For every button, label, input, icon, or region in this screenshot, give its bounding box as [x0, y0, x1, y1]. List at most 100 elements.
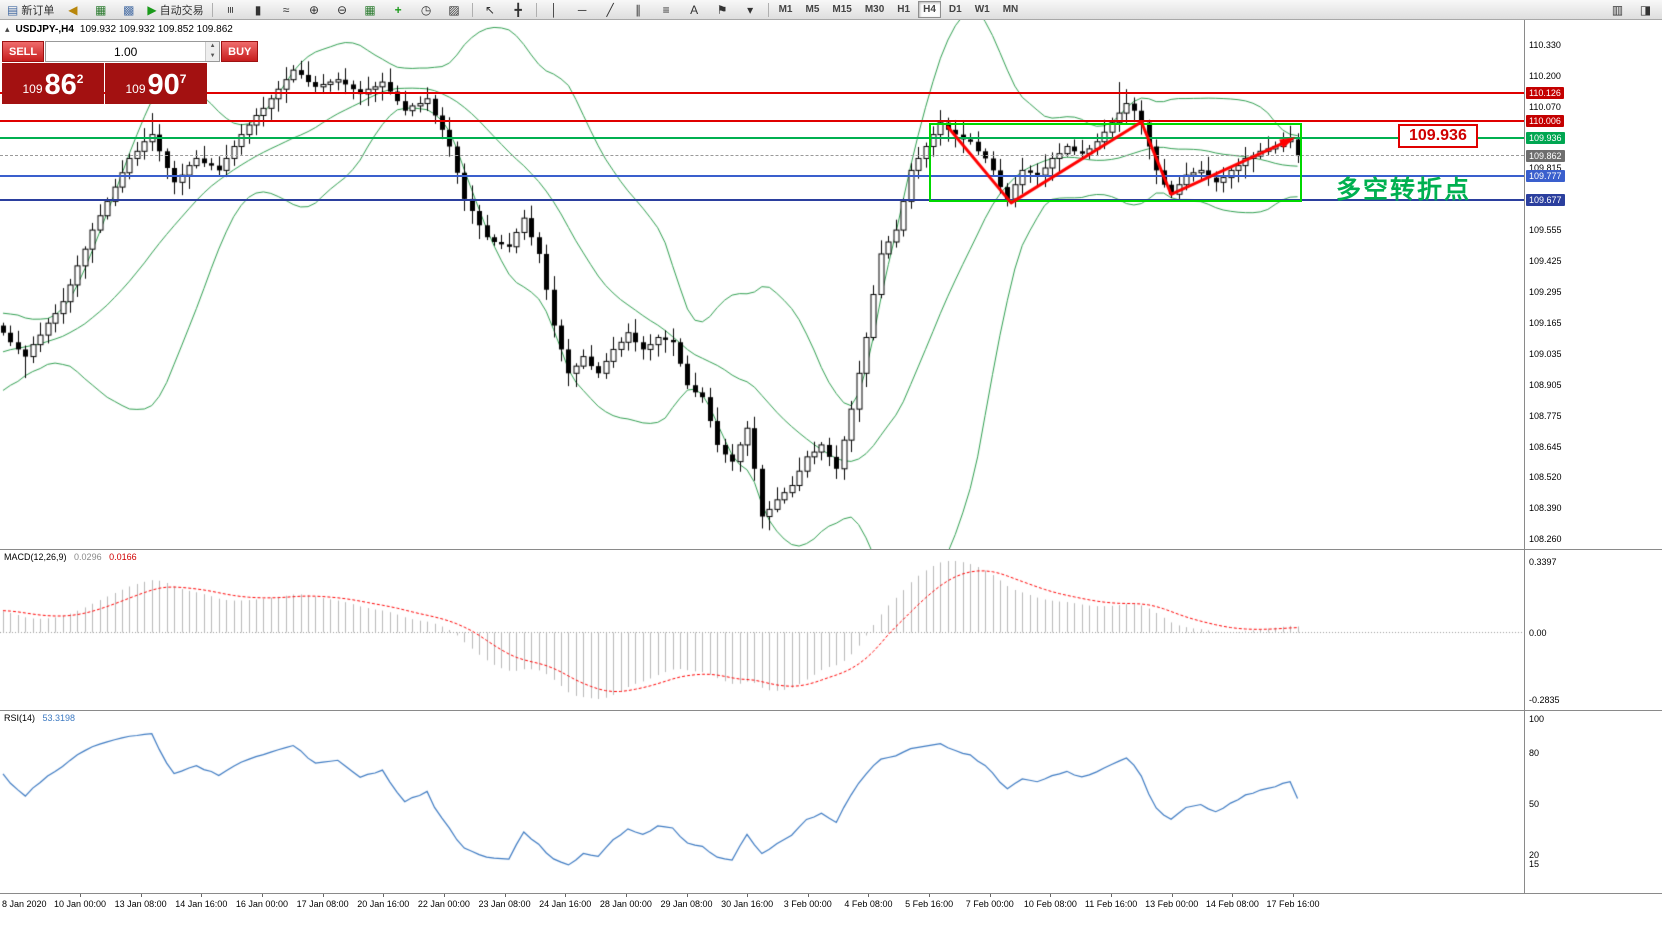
zoom-out-button[interactable]: ⊖ [329, 0, 356, 19]
new-order-button[interactable]: ▤ 新订单 [3, 0, 58, 19]
timeframe-h1-button[interactable]: H1 [897, 4, 911, 15]
time-axis[interactable]: 8 Jan 2020 10 Jan 00:00 13 Jan 08:00 14 Jan… [0, 894, 1662, 912]
vertical-line-button[interactable]: │ [541, 0, 568, 19]
timeframe-m30-button[interactable]: M30 [864, 4, 885, 15]
volume-arrows: ▲ ▼ [205, 42, 220, 61]
price-axis-label: 110.200 [1529, 70, 1561, 81]
time-axis-tick [1111, 894, 1113, 897]
time-axis-tick [80, 894, 81, 897]
rsi-axis-label: 15 [1529, 859, 1540, 869]
price-level-label: 109.677 [1526, 193, 1565, 206]
volume-up-arrow[interactable]: ▲ [206, 42, 220, 52]
timeframe-m1-button[interactable]: M1 [778, 4, 793, 15]
horizontal-line-icon: ─ [577, 2, 587, 17]
horizontal-levels-layer [0, 20, 1524, 549]
price-axis-label: 109.165 [1529, 317, 1562, 328]
time-axis-label: 7 Feb 00:00 [965, 899, 1014, 909]
toolbar-separator [767, 2, 769, 17]
sell-price-display[interactable]: 109 86 2 [2, 63, 104, 104]
time-axis-tick [383, 894, 385, 897]
time-axis-label: 29 Jan 08:00 [660, 899, 713, 909]
sell-price-big: 86 [44, 69, 77, 101]
candlestick-chart-icon: ▮ [254, 2, 262, 17]
price-level-label: 109.936 [1526, 131, 1565, 144]
time-axis-label: 3 Feb 00:00 [783, 899, 832, 909]
bar-chart-button[interactable]: ≡ [217, 0, 244, 19]
sound-alerts-button[interactable]: ◀ [59, 0, 86, 19]
time-axis-label: 20 Jan 16:00 [357, 899, 410, 909]
window-icon: ▥ [1611, 2, 1624, 17]
zoom-out-icon: ⊖ [337, 2, 348, 17]
sell-button[interactable]: SELL [2, 41, 45, 62]
timeframe-d1-button[interactable]: D1 [948, 4, 962, 15]
arrows-button[interactable]: ▾ [737, 0, 764, 19]
turning-point-text[interactable]: 多空转折点 [1336, 176, 1472, 204]
rsi-axis-label: 80 [1529, 748, 1540, 758]
macd-indicator-chart[interactable] [0, 549, 1524, 710]
horizontal-line-110.126[interactable] [0, 92, 1524, 94]
chart-title-bar: ▴ USDJPY-,H4 109.932 109.932 109.852 109… [5, 24, 233, 35]
timeframe-w1-button[interactable]: W1 [974, 4, 990, 15]
candlestick-chart-button[interactable]: ▮ [245, 0, 272, 19]
text-button[interactable]: A [681, 0, 708, 19]
zoom-in-button[interactable]: ⊕ [301, 0, 328, 19]
chevron-down-icon: ▾ [747, 2, 754, 17]
rsi-axis-label: 50 [1529, 799, 1540, 809]
time-axis-label: 23 Jan 08:00 [478, 899, 531, 909]
buy-price-display[interactable]: 109 90 7 [105, 63, 207, 104]
buy-button[interactable]: BUY [221, 41, 259, 62]
volume-down-arrow[interactable]: ▼ [206, 51, 220, 61]
macd-main-value: 0.0296 [74, 552, 102, 562]
price-axis-label: 108.905 [1529, 380, 1562, 391]
crosshair-button[interactable]: ╋ [505, 0, 532, 19]
cursor-icon: ↖ [485, 2, 496, 17]
timeframe-mn-button[interactable]: MN [1002, 4, 1019, 15]
time-axis-label: 14 Jan 16:00 [175, 899, 228, 909]
new-chart-button[interactable]: ▦ [87, 0, 114, 19]
window-menu-button[interactable]: ◨ [1632, 0, 1659, 19]
flag-label-icon: ⚑ [716, 2, 728, 17]
profiles-button[interactable]: ▩ [115, 0, 142, 19]
window-menu-icon: ◨ [1639, 2, 1652, 17]
time-axis-tick [1050, 894, 1052, 897]
price-tag-annotation[interactable]: 109.936 [1398, 124, 1478, 148]
rsi-indicator-chart[interactable] [0, 710, 1524, 893]
clock-icon: ◷ [420, 2, 432, 17]
indicators-button[interactable]: + [385, 0, 412, 19]
macd-name: MACD(12,26,9) [4, 552, 67, 562]
timeframe-m5-button[interactable]: M5 [805, 4, 820, 15]
price-axis-label: 109.035 [1529, 349, 1562, 359]
fibonacci-button[interactable]: ≡ [653, 0, 680, 19]
symbol-title: USDJPY-,H4 [15, 24, 74, 35]
timeframe-m15-button[interactable]: M15 [832, 4, 852, 15]
tile-windows-button[interactable]: ▦ [357, 0, 384, 19]
timeframe-h4-button[interactable]: H4 [918, 1, 941, 18]
label-button[interactable]: ⚑ [709, 0, 736, 19]
one-click-collapse-arrow[interactable]: ▴ [5, 24, 10, 34]
periods-button[interactable]: ◷ [413, 0, 440, 19]
templates-button[interactable]: ▨ [441, 0, 468, 19]
toolbar-separator [535, 2, 537, 17]
panel-divider[interactable] [0, 549, 1662, 550]
line-chart-button[interactable]: ≈ [273, 0, 300, 19]
rsi-axis-label: 20 [1529, 850, 1540, 860]
time-axis-tick [747, 894, 749, 897]
buy-price-sup: 7 [179, 72, 187, 86]
window-button[interactable]: ▥ [1604, 0, 1631, 19]
panel-divider[interactable] [0, 710, 1662, 711]
profiles-icon: ▩ [123, 2, 135, 17]
volume-input[interactable] [46, 42, 206, 61]
tile-windows-icon: ▦ [364, 2, 376, 17]
price-axis[interactable]: 110.330 110.200 110.070 109.815 109.555 109.4… [1525, 20, 1662, 893]
horizontal-line-button[interactable]: ─ [569, 0, 596, 19]
trendline-button[interactable]: ╱ [597, 0, 624, 19]
autotrading-button[interactable]: ▶ 自动交易 [143, 0, 207, 19]
time-axis-label: 28 Jan 00:00 [599, 899, 652, 909]
volume-stepper[interactable]: ▲ ▼ [45, 41, 221, 62]
consolidation-box-annotation[interactable] [929, 122, 1302, 202]
time-axis-label: 5 Feb 16:00 [905, 899, 954, 909]
channel-button[interactable]: ∥ [625, 0, 652, 19]
toolbar-separator [211, 2, 213, 17]
cursor-button[interactable]: ↖ [477, 0, 504, 19]
time-axis-tick [1171, 894, 1173, 897]
